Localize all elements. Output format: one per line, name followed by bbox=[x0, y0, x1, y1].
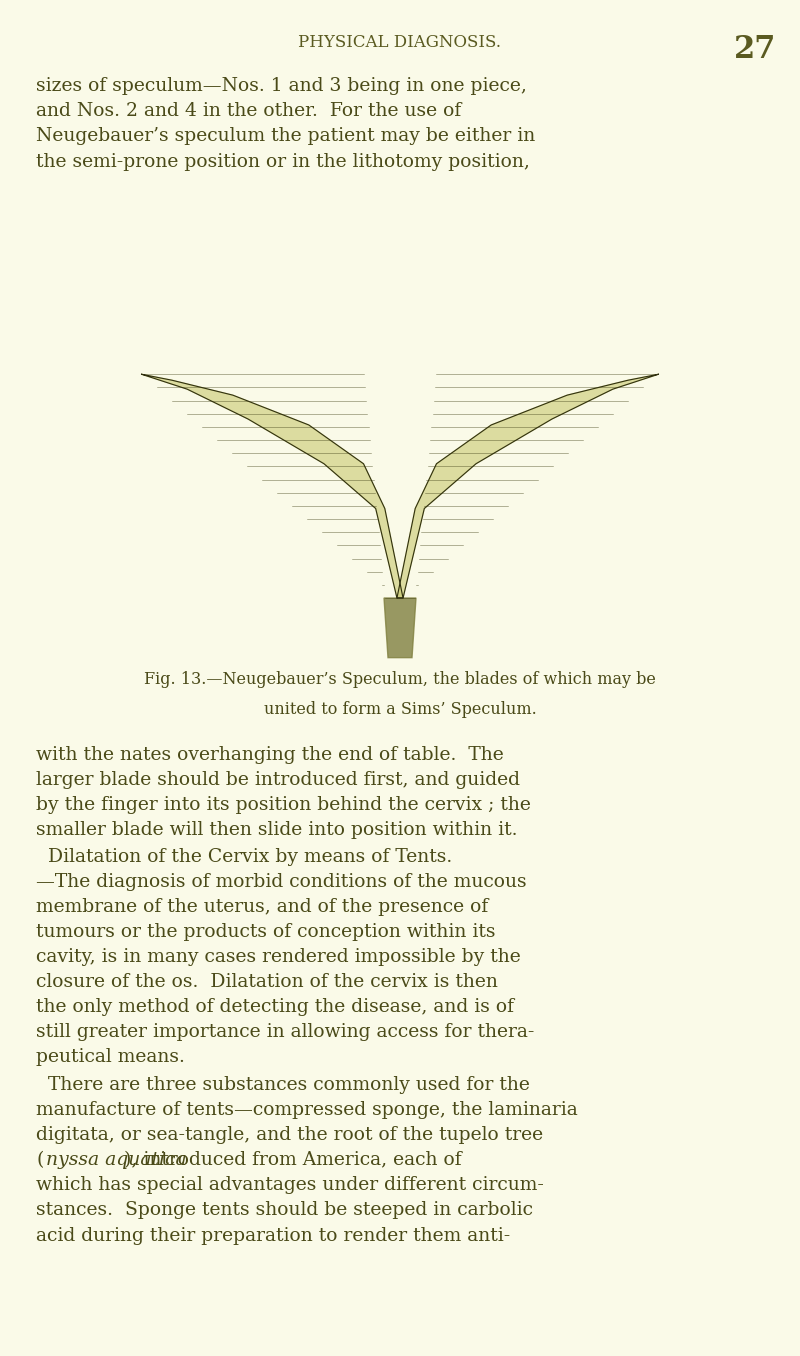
Text: acid during their preparation to render them anti-: acid during their preparation to render … bbox=[36, 1227, 510, 1245]
Text: 27: 27 bbox=[734, 34, 776, 65]
Text: Dilatation of the Cervix by means of Tents.: Dilatation of the Cervix by means of Ten… bbox=[36, 848, 452, 865]
Text: There are three substances commonly used for the: There are three substances commonly used… bbox=[36, 1077, 530, 1094]
Text: digitata, or sea-tangle, and the root of the tupelo tree: digitata, or sea-tangle, and the root of… bbox=[36, 1127, 543, 1144]
Text: and Nos. 2 and 4 in the other.  For the use of: and Nos. 2 and 4 in the other. For the u… bbox=[36, 103, 462, 121]
Text: smaller blade will then slide into position within it.: smaller blade will then slide into posit… bbox=[36, 822, 518, 839]
Text: Neugebauer’s speculum the patient may be either in: Neugebauer’s speculum the patient may be… bbox=[36, 127, 535, 145]
Text: nyssa aquatica: nyssa aquatica bbox=[46, 1151, 186, 1169]
Polygon shape bbox=[142, 374, 403, 598]
Polygon shape bbox=[397, 374, 658, 598]
Text: larger blade should be introduced first, and guided: larger blade should be introduced first,… bbox=[36, 770, 520, 789]
Polygon shape bbox=[384, 598, 416, 658]
FancyBboxPatch shape bbox=[32, 359, 768, 658]
Text: the only method of detecting the disease, and is of: the only method of detecting the disease… bbox=[36, 998, 514, 1016]
Text: —The diagnosis of morbid conditions of the mucous: —The diagnosis of morbid conditions of t… bbox=[36, 873, 526, 891]
Text: still greater importance in allowing access for thera-: still greater importance in allowing acc… bbox=[36, 1024, 534, 1041]
Text: PHYSICAL DIAGNOSIS.: PHYSICAL DIAGNOSIS. bbox=[298, 34, 502, 52]
Text: Fig. 13.—Neugebauer’s Speculum, the blades of which may be: Fig. 13.—Neugebauer’s Speculum, the blad… bbox=[144, 671, 656, 689]
Text: the semi-prone position or in the lithotomy position,: the semi-prone position or in the lithot… bbox=[36, 152, 530, 171]
Text: united to form a Sims’ Speculum.: united to form a Sims’ Speculum. bbox=[264, 701, 536, 719]
Text: (: ( bbox=[36, 1151, 43, 1169]
Text: peutical means.: peutical means. bbox=[36, 1048, 185, 1066]
Text: tumours or the products of conception within its: tumours or the products of conception wi… bbox=[36, 923, 495, 941]
Text: membrane of the uterus, and of the presence of: membrane of the uterus, and of the prese… bbox=[36, 898, 488, 915]
Text: stances.  Sponge tents should be steeped in carbolic: stances. Sponge tents should be steeped … bbox=[36, 1201, 533, 1219]
Text: cavity, is in many cases rendered impossible by the: cavity, is in many cases rendered imposs… bbox=[36, 948, 521, 965]
Text: which has special advantages under different circum-: which has special advantages under diffe… bbox=[36, 1177, 544, 1195]
Text: by the finger into its position behind the cervix ; the: by the finger into its position behind t… bbox=[36, 796, 531, 814]
Text: ), introduced from America, each of: ), introduced from America, each of bbox=[124, 1151, 462, 1169]
Text: with the nates overhanging the end of table.  The: with the nates overhanging the end of ta… bbox=[36, 746, 504, 763]
Text: sizes of speculum—Nos. 1 and 3 being in one piece,: sizes of speculum—Nos. 1 and 3 being in … bbox=[36, 77, 527, 95]
Text: manufacture of tents—compressed sponge, the laminaria: manufacture of tents—compressed sponge, … bbox=[36, 1101, 578, 1119]
Text: closure of the os.  Dilatation of the cervix is then: closure of the os. Dilatation of the cer… bbox=[36, 974, 498, 991]
